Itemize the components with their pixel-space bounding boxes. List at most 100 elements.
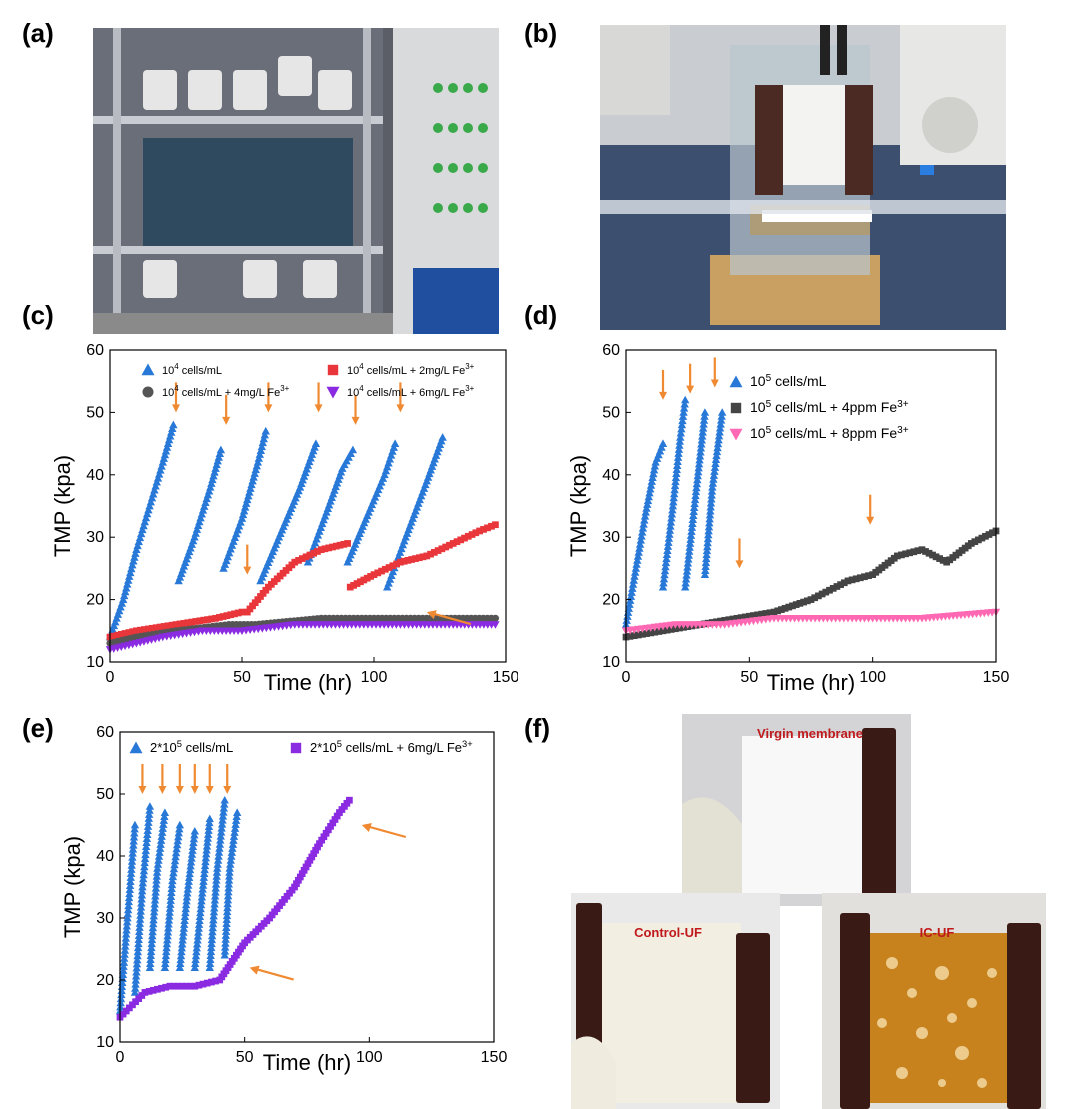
data-point-e-0 (154, 852, 164, 860)
data-point-d-1 (766, 609, 774, 617)
data-point-d-0 (669, 493, 678, 502)
data-point-e-0 (191, 951, 201, 960)
data-point-e-0 (207, 931, 217, 940)
data-point-e-0 (144, 818, 153, 826)
data-point-c-1 (144, 625, 152, 633)
data-point-d-1 (918, 546, 926, 554)
data-point-d-0 (673, 457, 682, 465)
x-tick-label-c: 150 (493, 669, 518, 686)
data-point-c-1 (216, 614, 223, 621)
data-point-c-1 (298, 555, 306, 562)
data-point-e-0 (217, 820, 227, 828)
data-point-e-0 (226, 860, 235, 868)
data-point-d-0 (715, 423, 725, 432)
data-point-c-0 (319, 515, 328, 524)
chart-d: 0 50 100 150 10 20 30 40 50 60 Time (hr) TMP (kpa) 1… (566, 342, 1009, 695)
data-point-d-0 (633, 556, 642, 564)
data-point-d-1 (829, 585, 837, 592)
series-e-1 (116, 796, 353, 1021)
y-axis-label-c: TMP (kpa) (50, 455, 75, 557)
data-point-d-0 (704, 522, 714, 531)
arrow-e-7 (361, 823, 407, 839)
data-point-e-0 (167, 884, 176, 893)
y-tick-label-d: 10 (602, 654, 620, 671)
data-point-d-0 (709, 471, 719, 479)
data-point-c-0 (133, 541, 142, 550)
data-point-e-0 (199, 873, 209, 881)
data-point-c-0 (126, 568, 135, 577)
x-tick-label-e: 0 (116, 1049, 125, 1066)
x-tick-label-c: 50 (233, 669, 251, 686)
data-point-d-0 (673, 461, 682, 469)
data-point-d-0 (683, 559, 693, 567)
data-point-c-0 (122, 583, 131, 592)
y-axis-label-e: TMP (kpa) (60, 836, 85, 938)
data-point-c-0 (386, 451, 396, 459)
data-point-d-0 (628, 580, 638, 588)
data-point-d-1 (803, 597, 811, 605)
data-point-c-1 (412, 555, 419, 562)
data-point-d-1 (826, 586, 833, 594)
data-point-d-0 (631, 564, 641, 572)
data-point-e-0 (127, 857, 137, 865)
data-point-d-1 (647, 629, 655, 637)
data-point-e-0 (148, 927, 157, 936)
arrow-d-2 (710, 357, 719, 388)
data-point-d-1 (844, 577, 852, 585)
legend-entry-d-0: 105 cells/mL (729, 373, 827, 389)
data-point-c-1 (156, 623, 164, 631)
data-point-e-0 (181, 900, 191, 909)
data-point-e-0 (213, 856, 223, 864)
y-tick-label-d: 50 (602, 404, 620, 421)
data-point-d-0 (670, 485, 679, 494)
legend-label-c-2: 104 cells/mL + 4mg/L Fe3+ (162, 384, 290, 399)
data-point-e-0 (170, 856, 180, 865)
data-point-e-0 (122, 917, 132, 926)
data-point-d-0 (681, 578, 690, 587)
data-point-d-0 (703, 534, 713, 543)
data-point-d-0 (685, 547, 694, 555)
data-point-e-0 (126, 873, 135, 881)
data-point-e-0 (118, 970, 128, 978)
data-point-c-0 (311, 439, 321, 447)
data-point-e-0 (121, 934, 131, 942)
data-point-d-0 (708, 483, 717, 491)
data-point-e-1 (320, 833, 328, 841)
data-point-c-0 (137, 529, 146, 538)
data-point-c-1 (110, 632, 118, 640)
arrow-c-4 (351, 394, 360, 425)
data-point-d-1 (922, 548, 929, 555)
data-point-e-0 (203, 830, 213, 838)
data-point-c-1 (231, 610, 238, 618)
data-point-e-0 (137, 894, 146, 903)
data-point-e-0 (154, 856, 163, 864)
y-tick-label-d: 30 (602, 529, 620, 546)
data-point-e-0 (202, 845, 211, 854)
data-point-c-0 (192, 525, 202, 533)
data-point-c-1 (140, 626, 148, 633)
data-point-d-1 (861, 573, 868, 581)
data-point-d-0 (638, 524, 648, 532)
data-point-d-0 (687, 523, 697, 531)
data-point-c-1 (314, 548, 321, 555)
data-point-e-0 (190, 963, 199, 971)
data-point-e-0 (146, 951, 156, 960)
data-point-d-1 (967, 540, 975, 547)
data-point-d-1 (651, 628, 659, 636)
y-tick-label-c: 10 (86, 654, 104, 671)
data-point-e-0 (218, 816, 227, 824)
data-point-e-1 (327, 823, 334, 830)
data-point-c-1 (148, 624, 156, 632)
data-point-d-0 (703, 538, 712, 547)
data-point-e-0 (125, 881, 135, 890)
data-point-e-0 (126, 869, 136, 877)
data-point-d-0 (643, 496, 653, 505)
data-point-c-1 (172, 621, 180, 628)
data-point-d-1 (750, 612, 757, 619)
data-point-c-0 (144, 505, 153, 514)
data-point-e-0 (131, 984, 140, 992)
data-point-e-1 (324, 826, 332, 834)
data-point-e-0 (116, 998, 125, 1007)
data-point-c-0 (119, 595, 128, 603)
legend-marker-c-3 (326, 386, 340, 399)
